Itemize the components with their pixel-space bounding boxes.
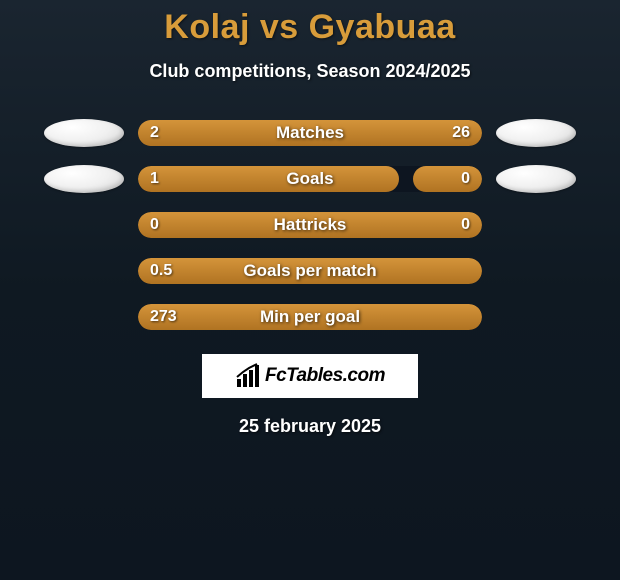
bar-track: 1 Goals 0: [138, 166, 482, 192]
stat-value-left: 273: [150, 308, 177, 326]
player-avatar-right: [496, 119, 576, 147]
stat-label: Goals: [286, 169, 333, 189]
stat-row-goals-per-match: 0.5 Goals per match: [0, 258, 620, 284]
bar-fill-left: [138, 120, 200, 146]
bar-track: 0 Hattricks 0: [138, 212, 482, 238]
stat-value-left: 0.5: [150, 262, 172, 280]
stat-row-min-per-goal: 273 Min per goal: [0, 304, 620, 330]
stat-value-left: 0: [150, 216, 159, 234]
bar-track: 2 Matches 26: [138, 120, 482, 146]
stat-value-left: 1: [150, 170, 159, 188]
bar-fill-left: [138, 166, 399, 192]
stat-value-right: 26: [452, 124, 470, 142]
stat-row-matches: 2 Matches 26: [0, 120, 620, 146]
bars-area: 2 Matches 26 1 Goals 0 0 Hatt: [0, 120, 620, 330]
bar-track: 273 Min per goal: [138, 304, 482, 330]
stat-value-right: 0: [461, 170, 470, 188]
stats-container: Kolaj vs Gyabuaa Club competitions, Seas…: [0, 0, 620, 437]
stat-label: Min per goal: [260, 307, 360, 327]
player-avatar-left: [44, 165, 124, 193]
brand-link[interactable]: FcTables.com: [202, 354, 418, 398]
brand-chart-icon: [235, 363, 261, 389]
player-avatar-right: [496, 165, 576, 193]
brand-text: FcTables.com: [265, 365, 385, 387]
stat-row-hattricks: 0 Hattricks 0: [0, 212, 620, 238]
stat-value-left: 2: [150, 124, 159, 142]
stat-row-goals: 1 Goals 0: [0, 166, 620, 192]
stat-label: Matches: [276, 123, 344, 143]
bar-fill-right: [413, 166, 482, 192]
stat-label: Goals per match: [243, 261, 376, 281]
bar-track: 0.5 Goals per match: [138, 258, 482, 284]
stat-label: Hattricks: [274, 215, 347, 235]
player-avatar-left: [44, 119, 124, 147]
stat-value-right: 0: [461, 216, 470, 234]
page-title: Kolaj vs Gyabuaa: [0, 8, 620, 47]
subtitle: Club competitions, Season 2024/2025: [0, 61, 620, 82]
date-text: 25 february 2025: [0, 416, 620, 437]
